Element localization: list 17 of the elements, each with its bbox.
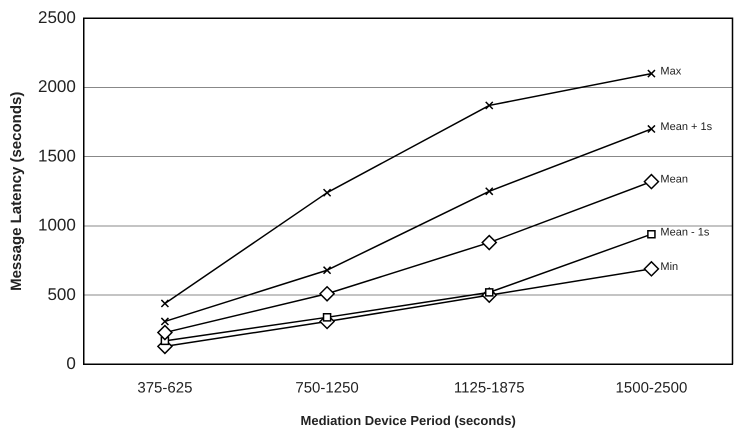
y-tick-label: 0: [66, 354, 76, 374]
y-axis-title: Message Latency (seconds): [8, 92, 26, 291]
x-tick-label: 1125-1875: [454, 380, 525, 397]
y-tick-label: 2500: [38, 8, 76, 27]
x-tick-label: 750-1250: [295, 380, 359, 397]
y-tick-label: 2000: [38, 77, 76, 96]
y-tick-label: 500: [47, 284, 76, 304]
x-tick-label: 1500-2500: [616, 380, 688, 397]
x-axis-title: Mediation Device Period (seconds): [300, 412, 516, 428]
series-label: Min: [660, 260, 678, 273]
series-label: Mean: [660, 174, 688, 186]
series-label: Mean - 1s: [660, 226, 710, 238]
y-tick-label: 1500: [38, 146, 76, 166]
y-tick-label: 1000: [38, 216, 76, 235]
series-label: Mean + 1s: [660, 121, 713, 134]
series-label: Max: [660, 66, 682, 78]
x-tick-label: 375-625: [137, 380, 192, 397]
